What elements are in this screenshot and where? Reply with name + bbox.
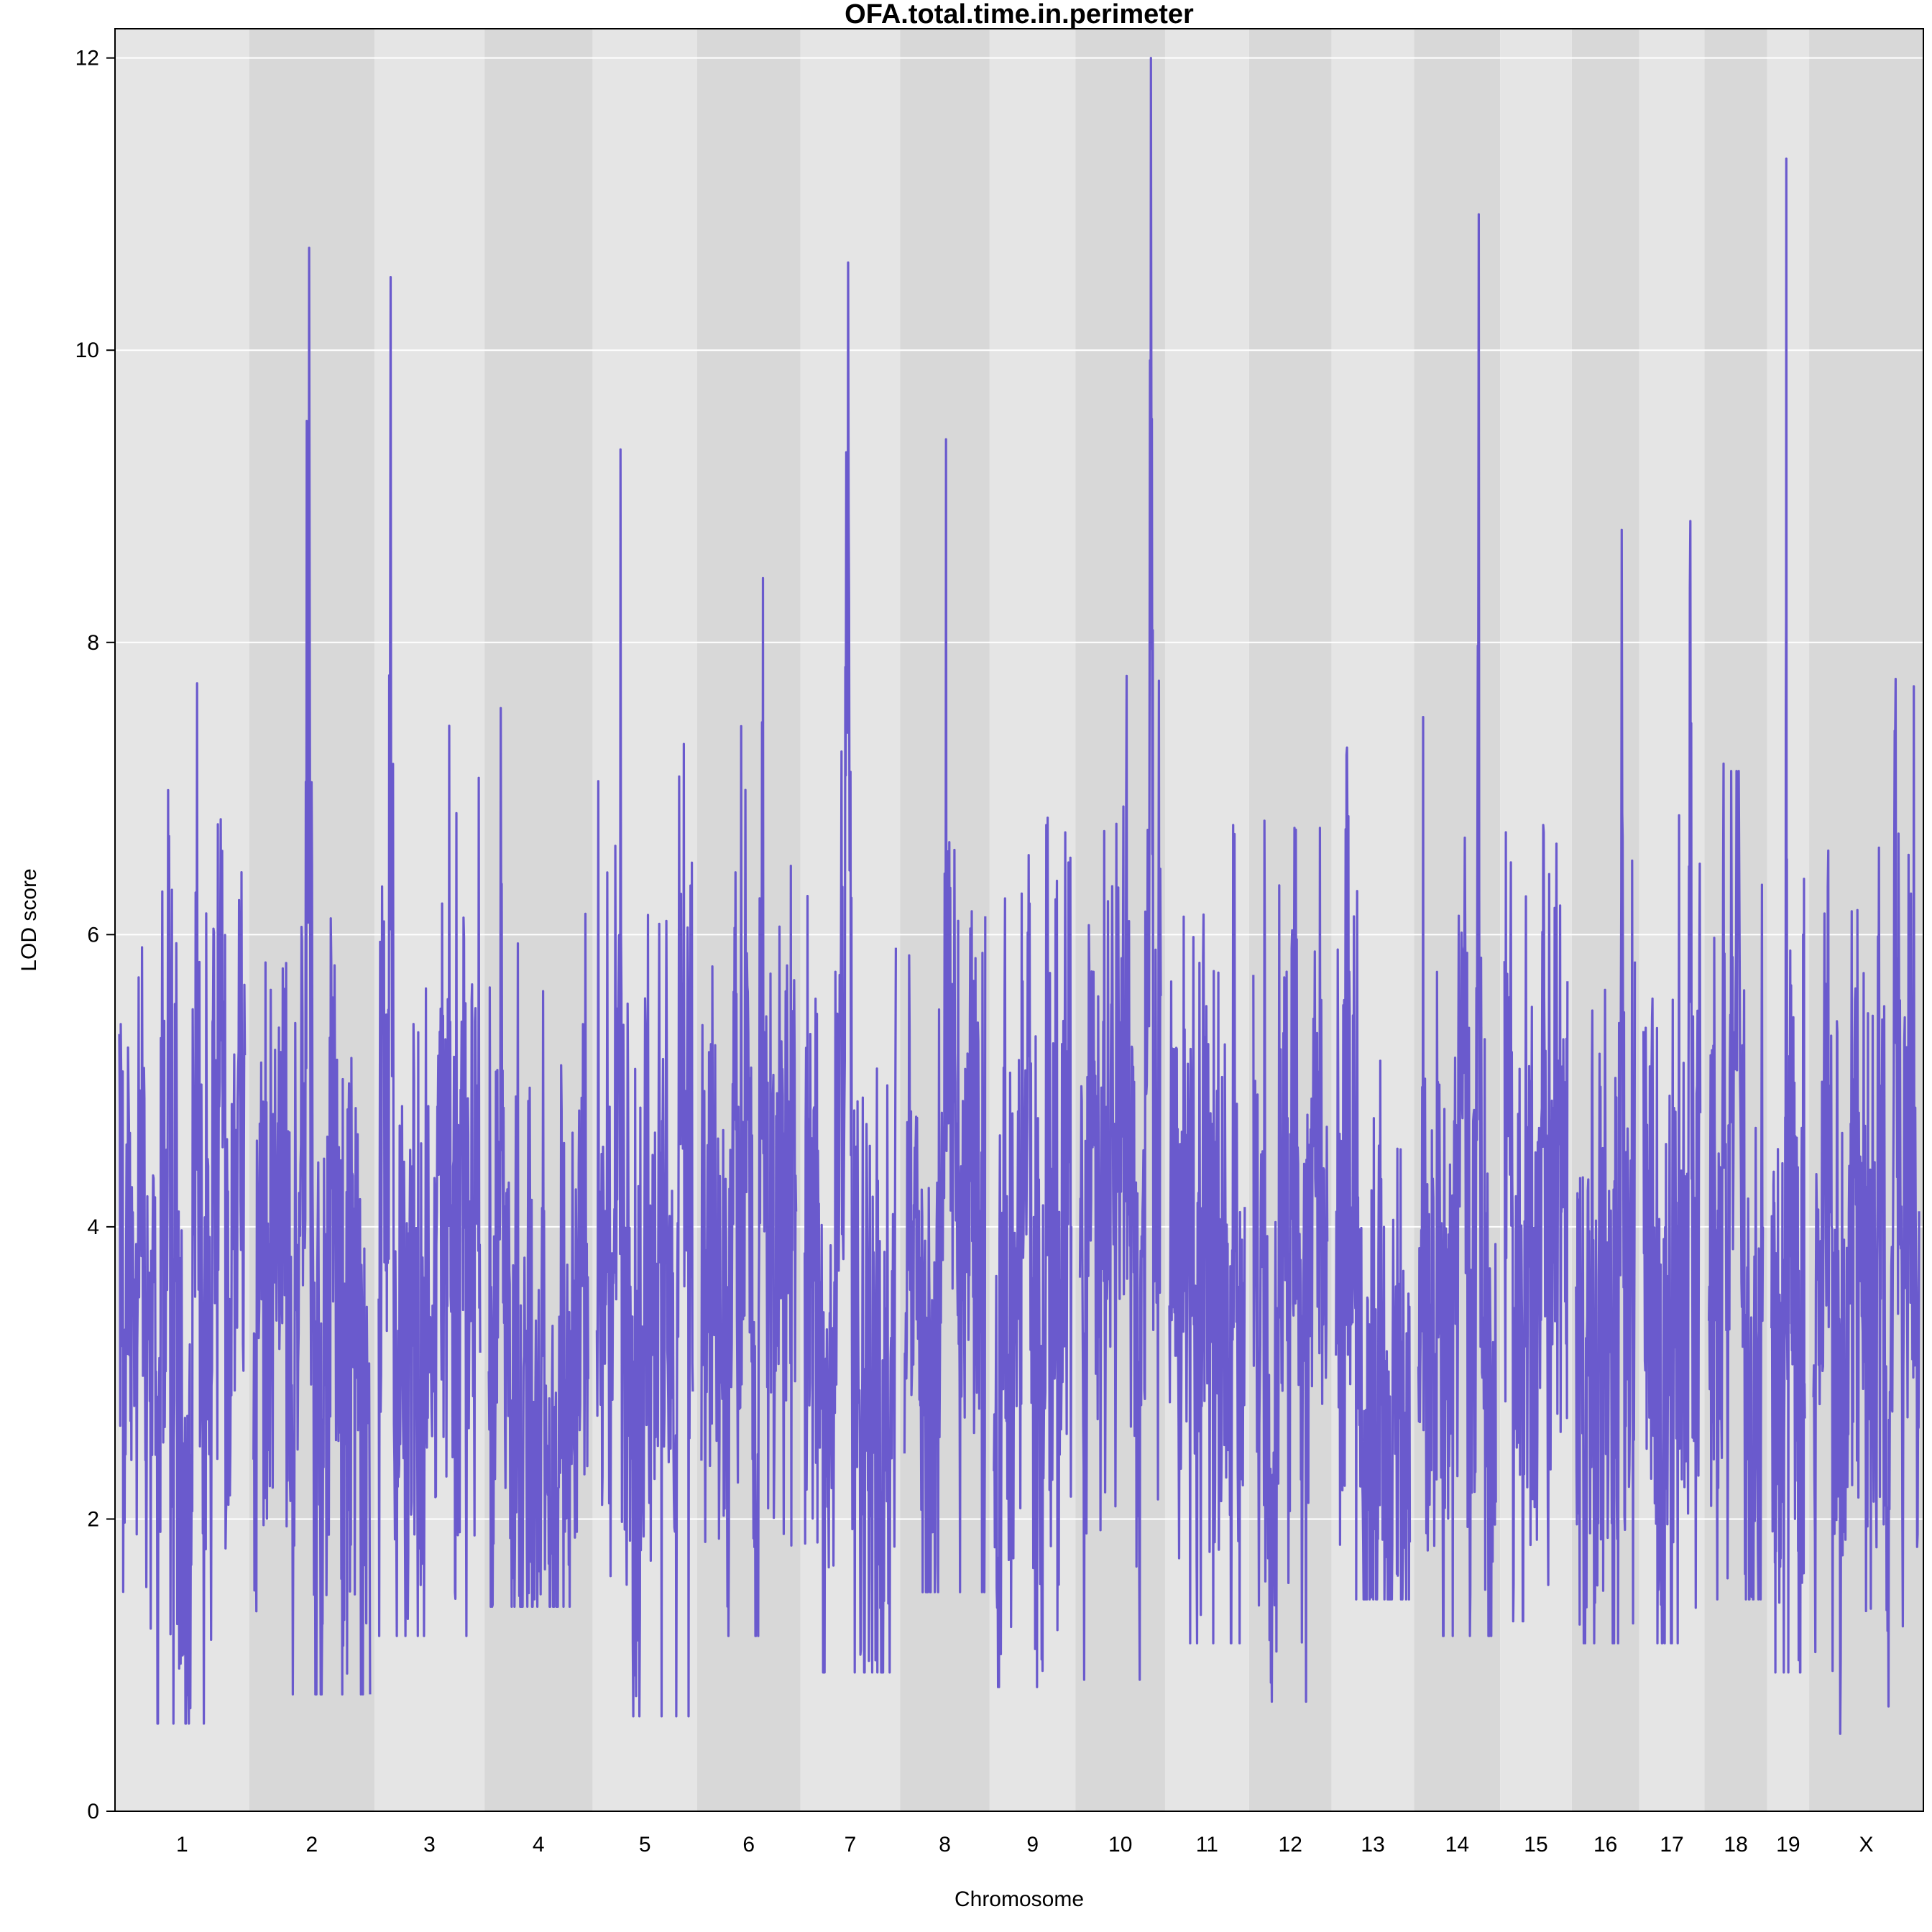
- x-tick-label-X: X: [1859, 1833, 1874, 1857]
- y-tick-label-8: 8: [87, 631, 99, 655]
- series-chr-15: [1503, 824, 1569, 1623]
- series-chr-14: [1417, 213, 1497, 1637]
- x-tick-label-13: 13: [1361, 1833, 1384, 1857]
- x-tick-label-17: 17: [1660, 1833, 1683, 1857]
- series-chr-9: [993, 816, 1073, 1688]
- x-tick-label-16: 16: [1593, 1833, 1617, 1857]
- y-tick-label-0: 0: [87, 1800, 99, 1823]
- series-chr-8: [903, 438, 987, 1593]
- series-chr-7: [803, 261, 898, 1674]
- series-chr-5: [595, 448, 694, 1718]
- x-axis: 1 2 3 4 5 6 7 8 9 10 11 12 13 14 15 16 17 18 19 X: [176, 1833, 1874, 1857]
- x-axis-label: Chromosome: [954, 1887, 1084, 1911]
- y-tick-label-10: 10: [75, 339, 99, 362]
- y-tick-label-2: 2: [87, 1507, 99, 1531]
- plot-frame: [114, 28, 1924, 1812]
- y-tick-label-6: 6: [87, 923, 99, 947]
- y-axis-label: LOD score: [17, 868, 41, 971]
- x-tick-label-8: 8: [939, 1833, 951, 1857]
- x-tick-label-7: 7: [845, 1833, 857, 1857]
- series-chr-11: [1168, 824, 1246, 1644]
- x-tick-label-4: 4: [533, 1833, 545, 1857]
- x-tick-label-10: 10: [1108, 1833, 1132, 1857]
- lod-series: [118, 57, 1920, 1735]
- series-chr-X: [1812, 677, 1920, 1735]
- band-chr-11: [1164, 29, 1249, 1811]
- y-tick-label-4: 4: [87, 1215, 99, 1239]
- x-tick-label-14: 14: [1445, 1833, 1469, 1857]
- series-chr-12: [1252, 819, 1329, 1703]
- y-tick-label-12: 12: [75, 47, 99, 70]
- series-chr-17: [1642, 520, 1702, 1644]
- series-chr-4: [487, 707, 590, 1608]
- series-chr-13: [1335, 746, 1412, 1601]
- chromosome-bands: [115, 29, 1923, 1811]
- series-chr-18: [1708, 762, 1765, 1601]
- band-chr-16: [1571, 29, 1639, 1811]
- band-chr-6: [696, 29, 801, 1811]
- x-tick-label-18: 18: [1724, 1833, 1747, 1857]
- series-chr-2: [252, 247, 372, 1696]
- x-tick-label-15: 15: [1524, 1833, 1547, 1857]
- x-tick-label-9: 9: [1026, 1833, 1039, 1857]
- series-chr-1: [118, 682, 247, 1725]
- x-tick-label-19: 19: [1776, 1833, 1800, 1857]
- chart-title: OFA.total.time.in.perimeter: [845, 0, 1194, 29]
- series-chr-6: [700, 576, 798, 1637]
- band-chr-12: [1248, 29, 1332, 1811]
- series-chr-16: [1575, 528, 1637, 1644]
- series-chr-3: [377, 276, 482, 1637]
- y-axis: 0 2 4 6 8 10 12: [75, 47, 115, 1823]
- series-chr-10: [1078, 57, 1162, 1681]
- x-tick-label-12: 12: [1279, 1833, 1302, 1857]
- x-tick-label-11: 11: [1196, 1833, 1218, 1857]
- x-tick-label-2: 2: [305, 1833, 318, 1857]
- x-tick-label-1: 1: [176, 1833, 188, 1857]
- x-tick-label-3: 3: [423, 1833, 436, 1857]
- x-tick-label-6: 6: [742, 1833, 755, 1857]
- series-chr-19: [1770, 157, 1806, 1674]
- x-tick-label-5: 5: [639, 1833, 651, 1857]
